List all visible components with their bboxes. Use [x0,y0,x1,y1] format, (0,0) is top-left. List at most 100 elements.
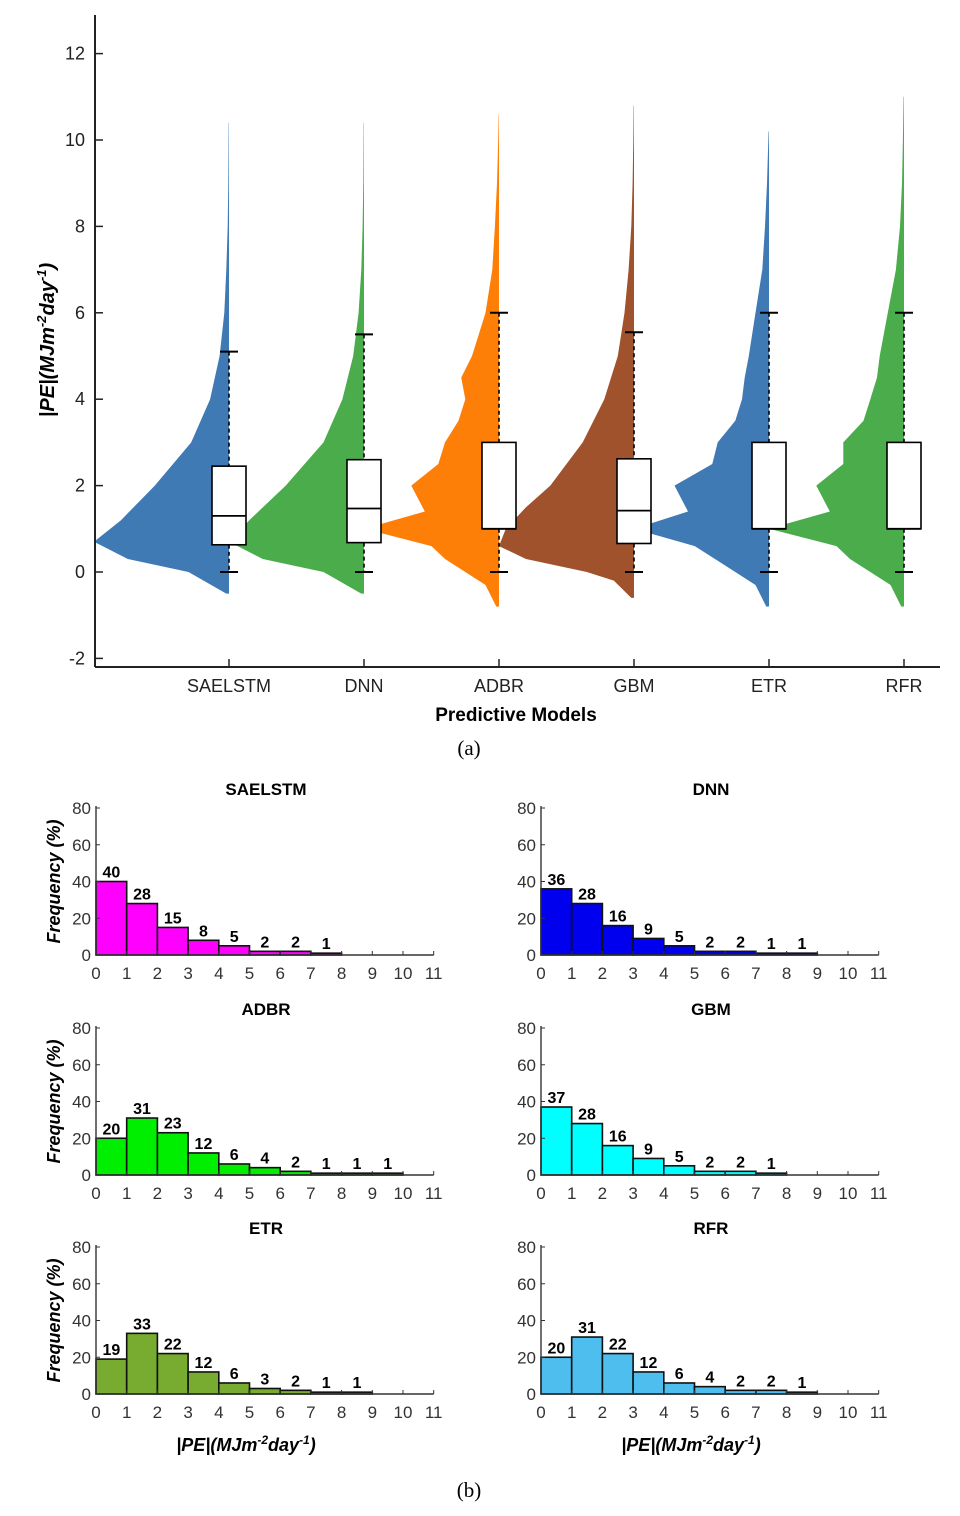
x-tick-label: 0 [536,1403,545,1422]
bar [540,1356,573,1395]
boxplot-layer [211,311,922,573]
bar [218,1382,251,1395]
x-tick-label: 7 [306,1403,315,1422]
x-tick-label: 6 [720,1184,729,1203]
bar-value-label: 12 [195,1136,213,1153]
bar [156,926,189,956]
bar-value-label: 5 [230,929,239,946]
bar [632,1371,665,1395]
bar-value-label: 20 [547,1340,565,1357]
bar [125,1332,159,1395]
y-tick-label: 20 [72,1129,91,1148]
y-tick-label: 0 [75,562,85,582]
y-tick-label: 40 [72,1093,91,1112]
violin-gbm [499,105,634,598]
bar-value-label: 16 [609,909,627,926]
x-tick-label: 7 [751,1184,760,1203]
violin-chart: -2 0 2 4 6 8 10 12 SAELSTM DNN ADBR GBM ETR RFR Predi… [34,15,940,760]
x-tick-label: 1 [122,964,131,983]
x-axis-label-part: -2 [702,1433,713,1447]
x-tick-label: 3 [628,1184,637,1203]
bar [570,902,604,956]
bar [248,1387,282,1395]
x-tick-label: 4 [214,964,223,983]
bar [187,1371,220,1395]
y-tick-label: 2 [75,476,85,496]
bar [570,1336,604,1395]
x-tick-label: 2 [153,964,162,983]
x-tick-label: 8 [337,1184,346,1203]
x-axis-label-part: -1 [299,1433,310,1447]
x-tick-label: 2 [153,1184,162,1203]
bar [218,1163,251,1176]
violin-adbr [364,114,499,607]
bar-value-label: 1 [322,1156,331,1173]
bar [601,924,634,956]
x-tick-label: 11 [425,964,443,983]
x-tick-label: 2 [598,1184,607,1203]
bar [218,945,251,956]
y-tick-label: 0 [527,1166,536,1185]
x-tick-label: 10 [394,964,413,983]
bar [693,1385,727,1395]
panel-title: RFR [694,1219,729,1238]
x-tick-label: 10 [394,1184,413,1203]
panel-title: SAELSTM [225,780,306,799]
y-tick-label: 60 [517,1056,536,1075]
y-tick-label: 20 [517,1129,536,1148]
bar [540,1106,573,1176]
x-tick-label: 4 [659,1403,668,1422]
y-tick-label: 80 [517,1019,536,1038]
x-tick-label: 9 [368,1184,377,1203]
x-tick-label: 11 [870,964,888,983]
x-tick-label: 9 [813,1403,822,1422]
violin-etr [634,131,769,607]
y-axis-label: |PE|(MJm-2day-1) [34,262,59,417]
bar [662,1165,696,1176]
bar-value-label: 22 [164,1337,182,1354]
y-tick-label: 40 [517,873,536,892]
x-tick-label: 7 [751,1403,760,1422]
y-tick-label: 20 [517,909,536,928]
bar-value-label: 31 [133,1101,151,1118]
violin-layer [94,96,904,607]
bar-value-label: 6 [230,1366,239,1383]
bar-value-label: 1 [352,1375,361,1392]
bar [632,937,665,956]
x-tick-label: ADBR [474,676,524,696]
y-tick-label: 20 [72,1348,91,1367]
x-tick-label: 2 [153,1403,162,1422]
x-tick-label: 5 [245,1184,254,1203]
bar-value-label: 40 [102,865,120,882]
x-tick-label: 0 [536,1184,545,1203]
bar-value-label: 9 [644,1141,653,1158]
y-tick-label: 80 [517,799,536,818]
x-tick-label: 7 [306,964,315,983]
y-tick-label: 40 [72,1312,91,1331]
box-gbm [616,458,652,545]
x-tick-label: 2 [598,964,607,983]
bar-value-label: 2 [705,934,714,951]
caption-b: (b) [457,1478,482,1502]
y-tick-label: 0 [82,1166,91,1185]
x-tick-label: 10 [394,1403,413,1422]
x-axis-label: |PE|(MJm-2day-1) [176,1433,315,1455]
bar-value-label: 16 [609,1129,627,1146]
x-tick-label: DNN [345,676,384,696]
x-tick-label: 5 [245,964,254,983]
bar-value-label: 20 [102,1121,120,1138]
x-tick-label: SAELSTM [187,676,271,696]
x-axis-label: Predictive Models [435,705,597,726]
bar-value-label: 37 [547,1090,565,1107]
x-axis-label-part: -1 [744,1433,755,1447]
bar [662,1382,696,1395]
x-tick-label: 10 [839,964,858,983]
y-tick-label: 60 [72,836,91,855]
x-tick-label: 11 [425,1184,443,1203]
y-tick-label: 80 [517,1238,536,1257]
bar [125,902,159,956]
